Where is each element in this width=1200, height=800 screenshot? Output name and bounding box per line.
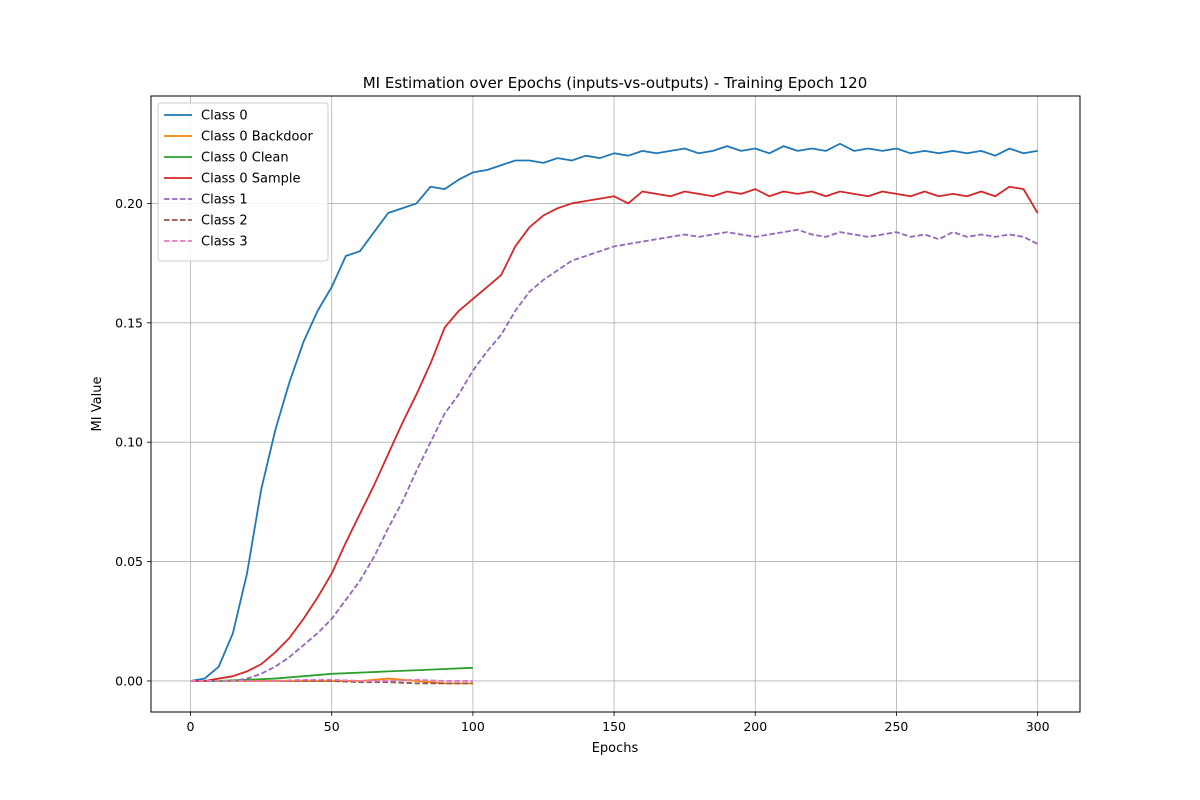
series-line-class-0-sample xyxy=(190,185,1039,682)
series-line-class-3 xyxy=(190,678,473,682)
legend-label: Class 3 xyxy=(201,235,248,250)
legend-box xyxy=(157,102,329,262)
x-tick-label: 100 xyxy=(461,719,485,734)
legend-label: Class 0 Sample xyxy=(201,172,300,187)
x-tick-label: 0 xyxy=(187,719,195,734)
y-tick-label: 0.20 xyxy=(115,196,143,211)
series-lines xyxy=(190,142,1039,685)
y-tick-label: 0.10 xyxy=(115,435,143,450)
legend-label: Class 0 Backdoor xyxy=(201,130,313,145)
legend-label: Class 2 xyxy=(201,214,248,229)
x-tick-label: 250 xyxy=(885,719,909,734)
axis-ticks: 0 50 100 150 200 250 300 0.00 0.05 0.10 0.15 0.20 xyxy=(115,196,1049,734)
x-tick-label: 200 xyxy=(743,719,767,734)
y-axis-label: MI Value xyxy=(90,377,105,432)
legend-label: Class 0 xyxy=(201,109,248,124)
series-line-class-0-clean xyxy=(190,666,473,682)
y-tick-label: 0.00 xyxy=(115,673,143,688)
chart-title: MI Estimation over Epochs (inputs-vs-out… xyxy=(363,74,868,92)
y-tick-label: 0.15 xyxy=(115,315,143,330)
series-line-class-1 xyxy=(190,228,1039,682)
x-tick-label: 50 xyxy=(324,719,340,734)
legend-label: Class 1 xyxy=(201,193,248,208)
series-line-class-0 xyxy=(190,142,1038,682)
legend: Class 0 Class 0 Backdoor Class 0 Clean Clas… xyxy=(157,102,329,262)
y-tick-label: 0.05 xyxy=(115,554,143,569)
x-axis-label: Epochs xyxy=(592,741,639,756)
legend-label: Class 0 Clean xyxy=(201,151,289,166)
x-tick-label: 300 xyxy=(1026,719,1050,734)
plot-frame xyxy=(150,95,1081,713)
series-line-class-2 xyxy=(190,680,473,685)
x-tick-label: 150 xyxy=(602,719,626,734)
